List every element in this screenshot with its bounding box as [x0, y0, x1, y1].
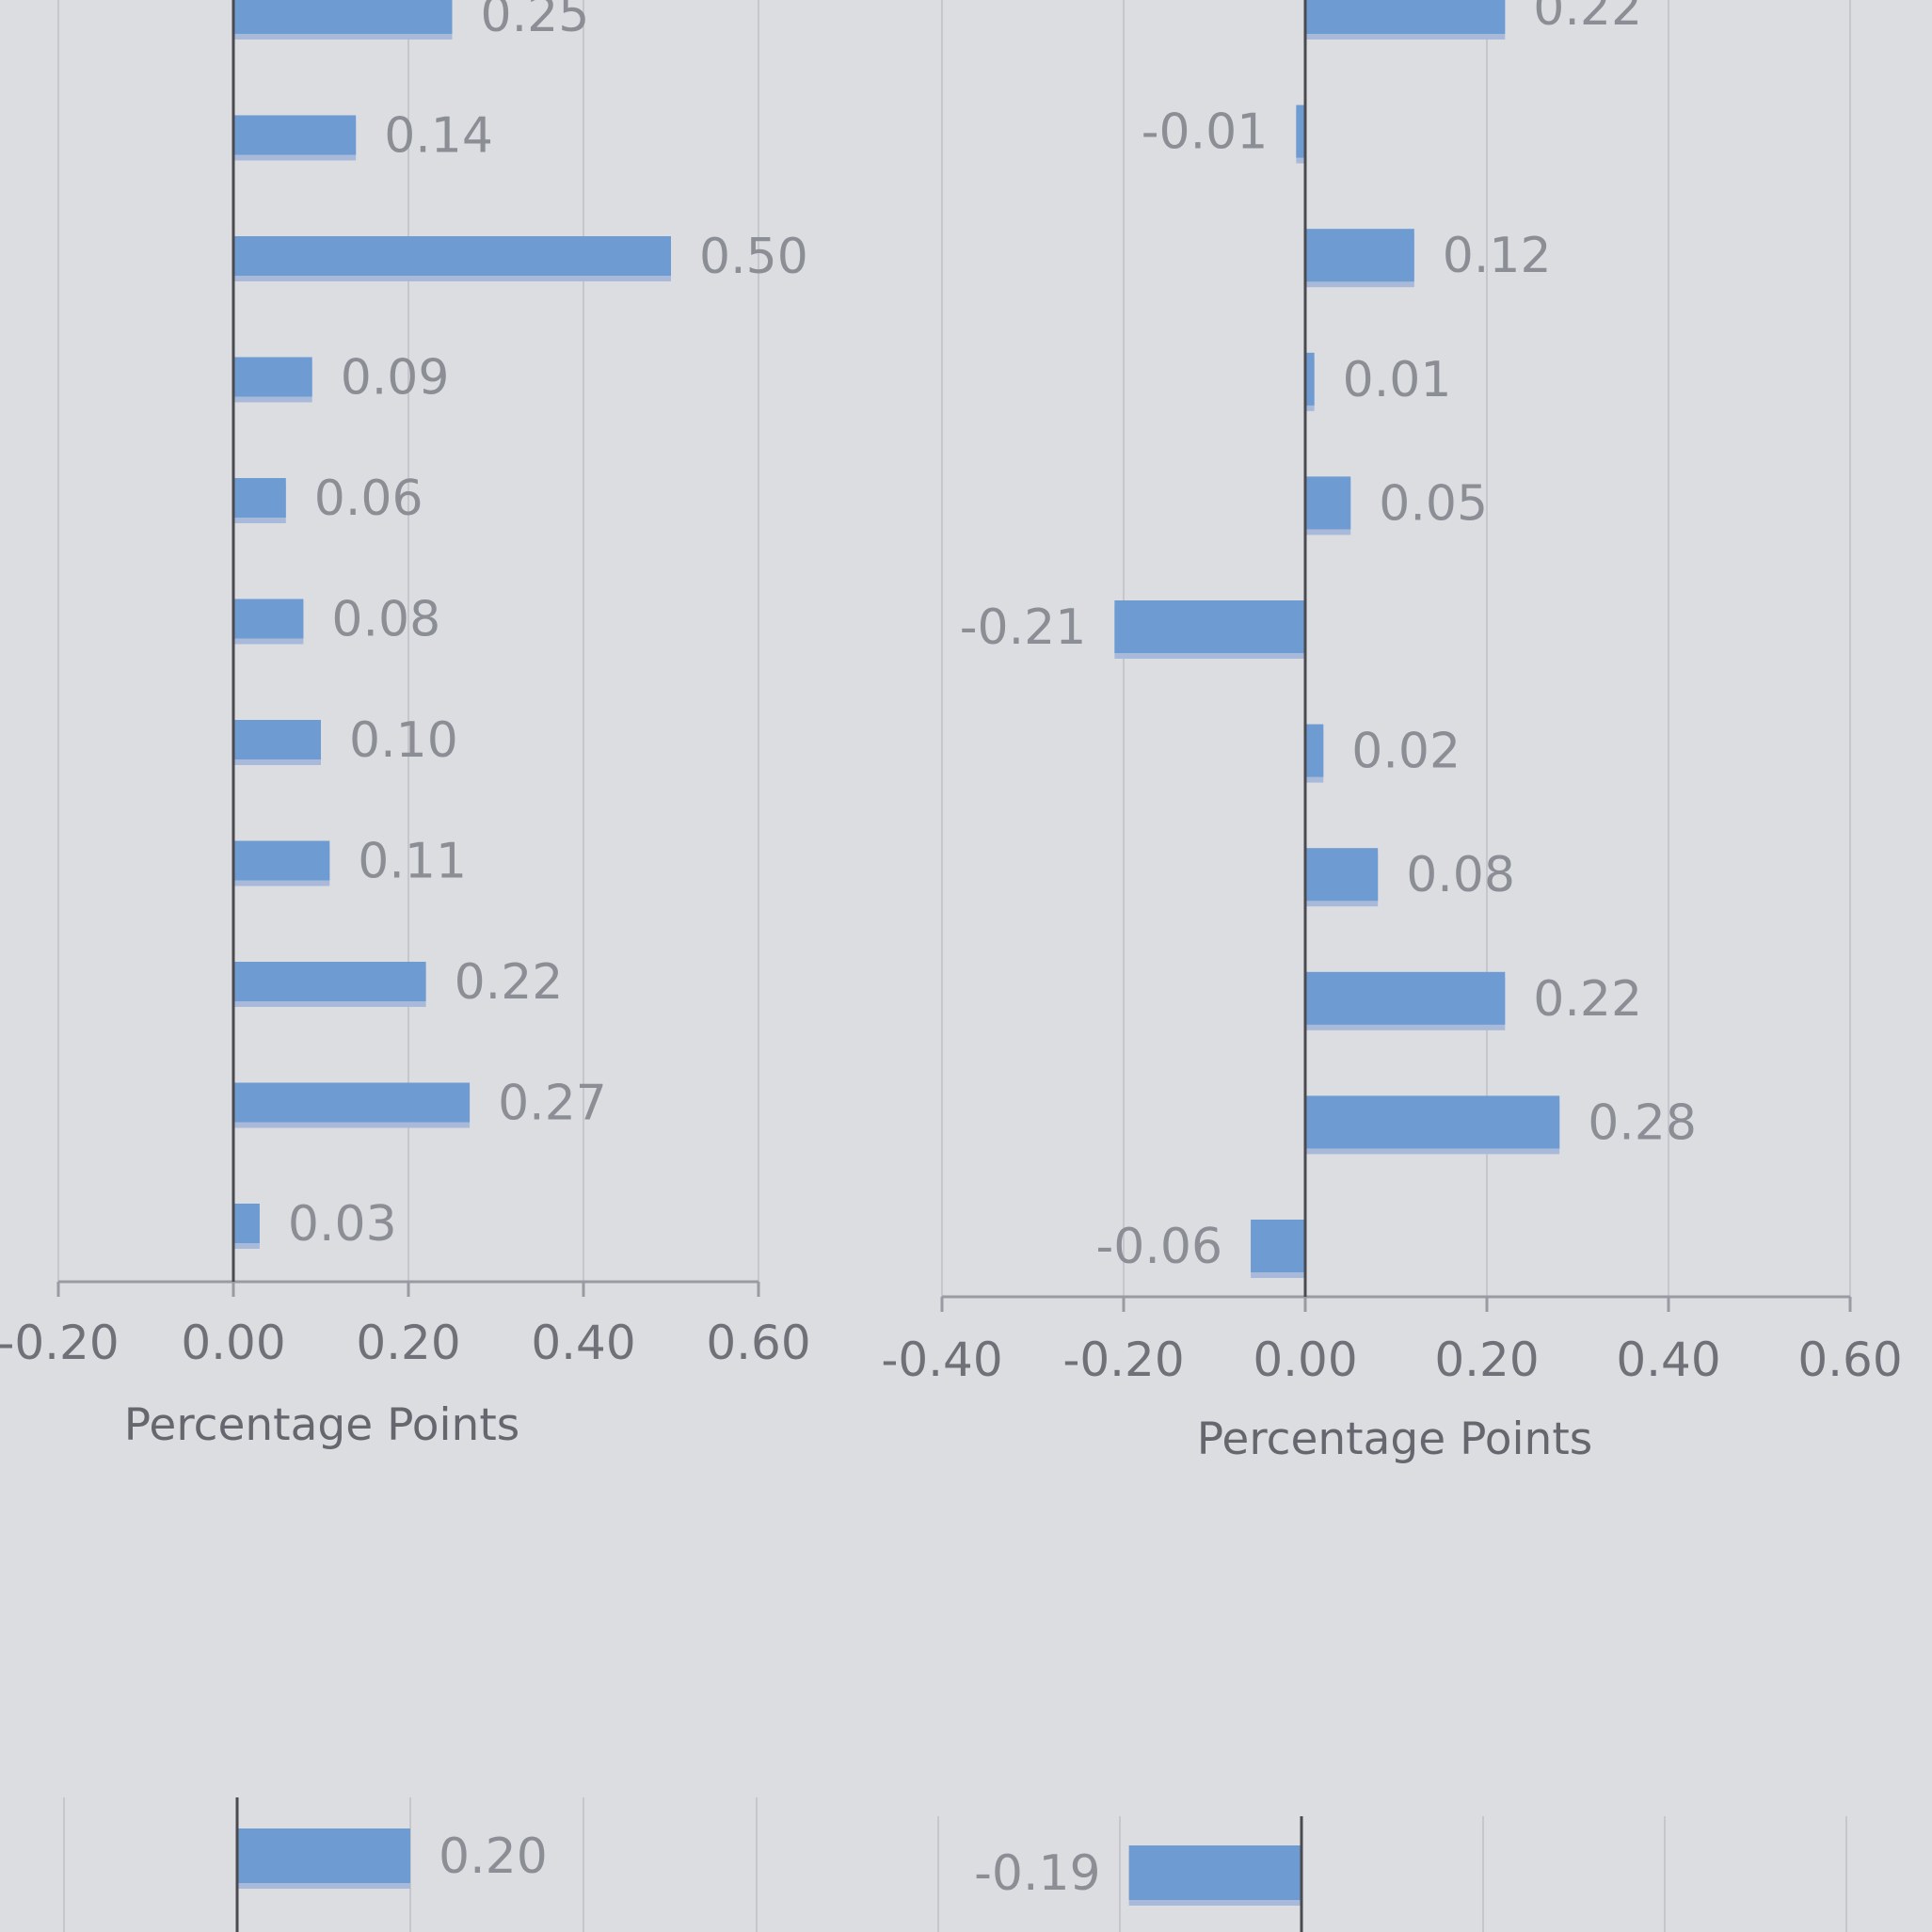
bar [237, 1828, 410, 1883]
bar-data-label: 0.20 [439, 1828, 548, 1885]
bar-data-label: 0.14 [384, 108, 493, 165]
bar [1128, 1845, 1301, 1900]
bar-data-label: 0.10 [349, 712, 458, 769]
bar [1114, 600, 1305, 653]
bar [1305, 0, 1506, 34]
bar-data-label: -0.21 [960, 599, 1087, 656]
x-axis-title: Percentage Points [1197, 1413, 1593, 1465]
bar [233, 1204, 260, 1243]
x-tick-label: 0.40 [1616, 1333, 1720, 1387]
bar [233, 720, 321, 759]
bar-data-label: 0.22 [1533, 971, 1642, 1028]
bar-data-label: 0.08 [1406, 847, 1515, 903]
bar-data-label: -0.19 [974, 1845, 1101, 1902]
bar-data-label: 0.09 [341, 350, 450, 407]
x-tick-label: 0.00 [181, 1316, 285, 1370]
bar-data-label: 0.06 [314, 471, 423, 527]
x-tick-label: -0.20 [0, 1316, 120, 1370]
bar-data-label: 0.08 [331, 592, 440, 648]
bar-data-label: 0.28 [1588, 1094, 1697, 1151]
bar [233, 962, 426, 1001]
x-tick-label: 0.40 [531, 1316, 635, 1370]
bar [1305, 229, 1414, 282]
bar [233, 599, 304, 639]
x-tick-label: 0.20 [356, 1316, 460, 1370]
x-tick-label: 0.60 [706, 1316, 810, 1370]
bar-data-label: 0.25 [481, 0, 590, 43]
x-tick-label: -0.20 [1062, 1333, 1184, 1387]
x-tick-label: 0.60 [1797, 1333, 1902, 1387]
bar [233, 478, 286, 518]
bar [1305, 476, 1351, 530]
bar [1296, 104, 1305, 158]
bar-data-label: 0.12 [1443, 228, 1552, 284]
bar-data-label: -0.06 [1096, 1219, 1223, 1275]
bar [1305, 848, 1379, 902]
bar [233, 1082, 471, 1123]
bar [233, 357, 312, 397]
bar-data-label: 0.03 [288, 1196, 397, 1253]
bar [233, 0, 453, 34]
bar [1305, 971, 1506, 1025]
bar-data-label: 0.01 [1343, 352, 1452, 408]
bar-data-label: 0.27 [498, 1076, 607, 1132]
x-axis-title: Percentage Points [124, 1399, 520, 1451]
bar [233, 115, 357, 155]
bar-data-label: 0.50 [699, 229, 808, 285]
bar [1305, 352, 1315, 406]
bar-data-label: 0.22 [1533, 0, 1642, 37]
bar [1305, 724, 1324, 777]
x-tick-label: 0.00 [1253, 1333, 1357, 1387]
bar-data-label: 0.22 [455, 954, 564, 1011]
bar [1305, 1095, 1560, 1149]
bar [233, 236, 671, 276]
bar [1251, 1220, 1305, 1272]
bar [233, 840, 330, 881]
bar-data-label: -0.01 [1142, 104, 1269, 161]
x-tick-label: 0.20 [1434, 1333, 1539, 1387]
bar-data-label: 0.02 [1351, 724, 1461, 780]
x-tick-label: -0.40 [881, 1333, 1002, 1387]
bar-data-label: 0.05 [1379, 475, 1488, 532]
bar-data-label: 0.11 [358, 834, 467, 890]
